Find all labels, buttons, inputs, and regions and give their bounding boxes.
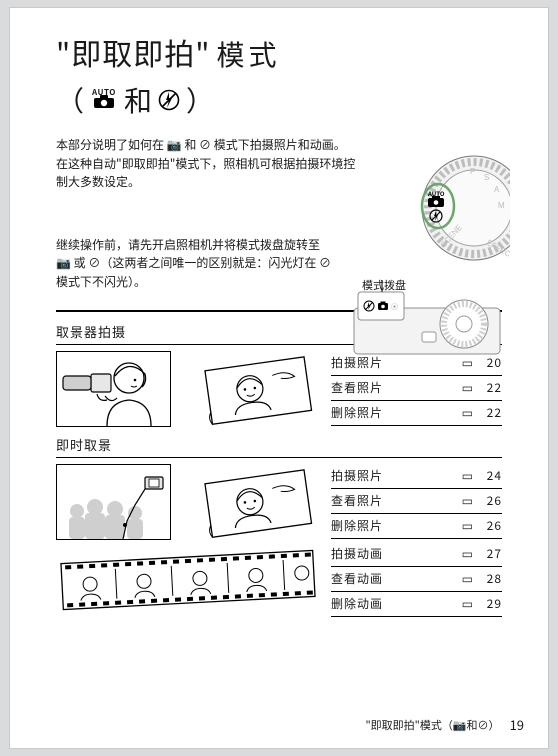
row-label: 查看照片 [331, 492, 383, 509]
book-icon: ▭ [462, 570, 474, 587]
auto-camera-icon: AUTO [92, 91, 116, 110]
viewfinder-rows: 拍摄照片 ▭20 查看照片 ▭22 删除照片 ▭22 [331, 351, 502, 427]
row-label: 查看动画 [331, 570, 383, 587]
step2-line-b: 📷 或 ⊘（这两者之间唯一的区别就是：闪光灯在 ⊘ [56, 254, 331, 271]
page-ref: ▭ 22 [462, 404, 502, 421]
no-flash-icon [158, 89, 180, 111]
table-row: 拍摄动画 ▭ 27 [331, 542, 502, 567]
photo-illustration-2 [182, 464, 327, 540]
page-ref: ▭ 24 [462, 467, 502, 484]
title-quoted: "即取即拍" [56, 30, 210, 74]
table-row: 删除照片 ▭ 26 [331, 514, 502, 539]
table-row: 删除照片 ▭ 22 [331, 401, 502, 426]
table-row: 查看照片 ▭ 26 [331, 489, 502, 514]
book-icon: ▭ [462, 545, 474, 562]
row-label: 拍摄动画 [331, 545, 383, 562]
svg-text:A: A [494, 185, 500, 194]
step2-line-c: 模式下不闪光）。 [56, 273, 146, 290]
page-ref: ▭ 29 [462, 595, 502, 612]
table-row: 删除动画 ▭ 29 [331, 592, 502, 617]
section-heading-liveview: 即时取景 [56, 435, 502, 458]
row-label: 删除照片 [331, 517, 383, 534]
footer-page-number: 19 [510, 715, 524, 734]
page: "即取即拍" 模式 （ AUTO 和 ） [10, 8, 548, 748]
row-label: 删除动画 [331, 595, 383, 612]
content-area: "即取即拍" 模式 （ AUTO 和 ） [56, 30, 502, 618]
table-row: 查看动画 ▭ 28 [331, 567, 502, 592]
page-footer: "即取即拍"模式（📷和⊘） 19 [365, 715, 524, 734]
liveview-illustration [56, 464, 171, 540]
lead-paragraph: 本部分说明了如何在 📷 和 ⊘ 模式下拍摄照片和动画。在这种自动"即取即拍"模式… [56, 136, 356, 192]
row-label: 查看照片 [331, 379, 383, 396]
row-label: 删除照片 [331, 404, 383, 421]
paren-open: （ [56, 80, 84, 120]
page-ref: ▭ 26 [462, 492, 502, 509]
book-icon: ▭ [462, 379, 474, 396]
paren-close: ） [186, 80, 214, 120]
svg-text:P: P [470, 167, 475, 176]
step2-paragraph: 继续操作前，请先开启照相机并将模式拨盘旋转至 📷 或 ⊘（这两者之间唯一的区别就… [56, 236, 356, 292]
svg-text:S: S [484, 173, 489, 182]
row-label: 拍摄照片 [331, 467, 383, 484]
page-number: 29 [480, 595, 502, 612]
page-ref: ▭ 28 [462, 570, 502, 587]
viewfinder-illustration [56, 351, 171, 427]
film-strip-block: 拍摄动画 ▭ 27 查看动画 ▭ 28 删除动画 ▭ 29 [56, 542, 502, 618]
liveview-photo-rows: 拍摄照片 ▭ 24 查看照片 ▭ 26 删除照片 ▭ 26 [331, 464, 502, 540]
page-number: 26 [480, 517, 502, 534]
page-number: 22 [480, 404, 502, 421]
film-strip-illustration [56, 542, 327, 618]
and-text: 和 [124, 80, 152, 120]
title: "即取即拍" 模式 [56, 30, 502, 74]
svg-text:⦿: ⦿ [391, 302, 398, 312]
book-icon: ▭ [462, 467, 474, 484]
page-number: 26 [480, 492, 502, 509]
liveview-movie-rows: 拍摄动画 ▭ 27 查看动画 ▭ 28 删除动画 ▭ 29 [331, 542, 502, 617]
table-row: 拍摄照片 ▭ 24 [331, 464, 502, 489]
photo-illustration [182, 351, 327, 427]
page-number: 24 [480, 467, 502, 484]
section-liveview: 即时取景 [56, 435, 502, 618]
title-suffix: 模式 [216, 34, 280, 74]
footer-text: "即取即拍"模式（📷和⊘） [365, 717, 499, 733]
page-ref: ▭ 26 [462, 517, 502, 534]
step2-line-a: 继续操作前，请先开启照相机并将模式拨盘旋转至 [56, 236, 320, 253]
page-ref: ▭ 27 [462, 545, 502, 562]
table-row: 查看照片 ▭ 22 [331, 376, 502, 401]
svg-text:M: M [498, 201, 505, 210]
book-icon: ▭ [462, 404, 474, 421]
page-number: 22 [480, 379, 502, 396]
camera-top-illustration: ⦿ [352, 280, 502, 360]
mode-dial-illustration: P S A M EFFECTS SCENE AUTO [400, 152, 510, 262]
subtitle: （ AUTO 和 ） [56, 80, 502, 120]
book-icon: ▭ [462, 595, 474, 612]
book-icon: ▭ [462, 492, 474, 509]
page-ref: ▭ 22 [462, 379, 502, 396]
book-icon: ▭ [462, 517, 474, 534]
page-number: 28 [480, 570, 502, 587]
page-number: 27 [480, 545, 502, 562]
